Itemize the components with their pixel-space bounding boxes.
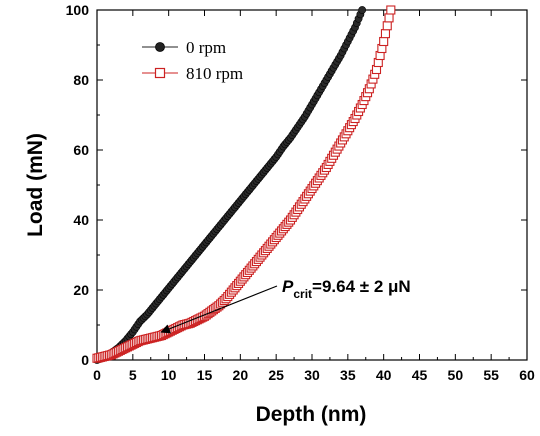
series-0rpm [93,6,367,364]
x-tick-label: 10 [161,367,177,383]
axes: 0 5 10 15 20 25 30 35 40 45 50 55 60 0 20 40 60 80 100 [66,2,535,383]
x-axis-title: Depth (nm) [256,403,367,426]
y-axis-title: Load (mN) [24,133,47,237]
legend-label-0rpm: 0 rpm [186,38,226,57]
legend: 0 rpm 810 rpm [142,38,243,83]
x-tick-label: 15 [197,367,213,383]
x-tick-label: 45 [412,367,428,383]
x-tick-label: 55 [483,367,499,383]
x-tick-label: 20 [233,367,249,383]
data-point [380,29,391,39]
y-tick-label: 20 [73,282,89,298]
y-tick-label: 0 [81,352,89,368]
x-tick-label: 50 [448,367,464,383]
data-point [386,5,396,15]
series-line [96,9,392,359]
y-tick-label: 100 [66,2,90,18]
annotation-label: Pcrit=9.64 ± 2 μN [282,277,411,301]
plot-area [92,5,396,364]
legend-marker-810rpm [154,67,166,79]
y-tick-label: 80 [73,72,89,88]
data-point [379,36,389,47]
data-point [384,13,394,23]
x-tick-label: 35 [340,367,356,383]
x-tick-label: 40 [376,367,392,383]
annotation-arrow [160,285,278,334]
x-tick-label: 5 [129,367,137,383]
x-tick-label: 60 [519,367,535,383]
data-point [358,6,367,14]
y-tick-label: 40 [73,212,89,228]
x-tick-label: 30 [304,367,320,383]
y-tick-label: 60 [73,142,89,158]
series-810rpm [92,5,396,363]
series-line [96,9,363,361]
pcrit-annotation: Pcrit=9.64 ± 2 μN [160,277,411,334]
data-point [382,21,392,31]
x-tick-label: 25 [268,367,284,383]
x-tick-label: 0 [93,367,101,383]
legend-marker-0rpm [155,42,165,52]
legend-label-810rpm: 810 rpm [186,64,243,83]
